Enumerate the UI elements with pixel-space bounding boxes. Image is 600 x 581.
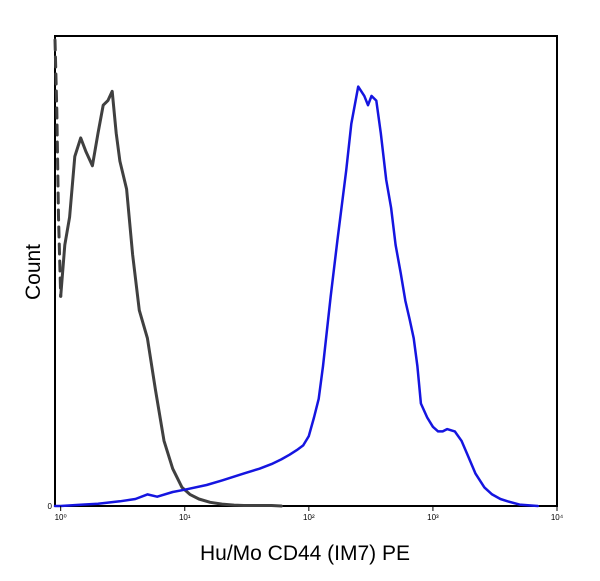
y-tick-label: 0 <box>48 502 53 511</box>
x-axis-title: Hu/Mo CD44 (IM7) PE <box>200 542 410 565</box>
x-tick-label: 10² <box>303 513 315 522</box>
x-tick-label: 10⁰ <box>55 513 67 522</box>
series-line-2 <box>53 38 63 298</box>
x-tick-label: 10⁴ <box>551 513 564 522</box>
y-axis-title: Count <box>22 244 45 300</box>
axes <box>54 35 558 507</box>
plot-frame <box>54 35 558 507</box>
x-tick-label: 10³ <box>427 513 439 522</box>
series-line-3 <box>53 85 540 508</box>
x-tick-label: 10¹ <box>179 513 191 522</box>
tick-group: 10⁰ 10¹ 10² 10³ 10⁴ 0 <box>48 502 564 522</box>
series-group <box>53 38 540 508</box>
series-line-1 <box>59 89 283 508</box>
